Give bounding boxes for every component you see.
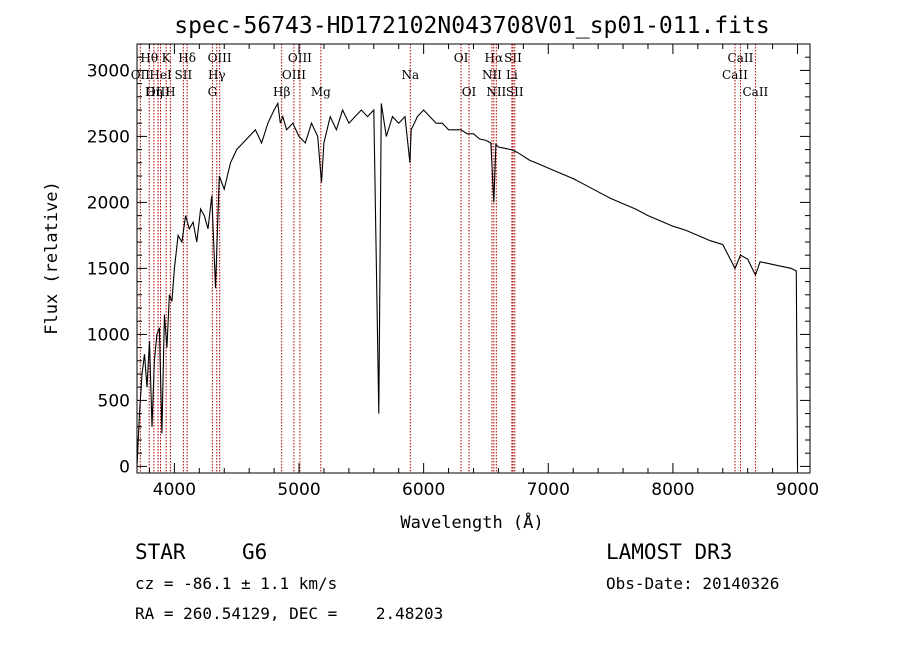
emission-line-label: G <box>208 85 218 99</box>
emission-line-label: Hγ <box>208 68 226 82</box>
emission-line-label: OIII <box>146 85 170 99</box>
emission-line-label: OIII <box>282 68 306 82</box>
x-axis-label: Wavelength (Å) <box>400 511 543 533</box>
emission-line-label: OIII <box>288 51 312 65</box>
emission-line-label: CaII <box>722 68 748 82</box>
emission-line-label: NII <box>486 85 506 99</box>
x-tick-label: 7000 <box>527 480 570 500</box>
x-tick-label: 4000 <box>153 480 196 500</box>
y-tick-label: 3000 <box>87 61 130 81</box>
emission-line-label: Hδ <box>178 51 196 65</box>
emission-line-label: Na <box>401 68 419 82</box>
emission-line-label: Mg <box>311 85 331 99</box>
spectrum-line <box>136 101 799 467</box>
y-axis-label: Flux (relative) <box>42 181 62 335</box>
y-tick-label: 2000 <box>87 193 130 213</box>
emission-line-label: Hθ <box>140 51 158 65</box>
redshift-info: cz = -86.1 ± 1.1 km/s <box>135 574 338 593</box>
object-subclass: G6 <box>242 540 268 564</box>
emission-line-label: OI <box>454 51 469 65</box>
emission-line-label: NII <box>482 68 502 82</box>
emission-line-label: SII <box>506 85 524 99</box>
chart-title: spec-56743-HD172102N043708V01_sp01-011.f… <box>174 13 769 39</box>
emission-line-label: Hα <box>485 51 504 65</box>
emission-line-label: HeI <box>149 68 172 82</box>
plot-frame <box>136 43 811 474</box>
emission-line-label: CaII <box>742 85 768 99</box>
emission-line-label: H <box>165 85 175 99</box>
emission-line-label: Hη <box>145 85 163 99</box>
x-tick-label: 5000 <box>277 480 320 500</box>
y-tick-label: 1000 <box>87 325 130 345</box>
emission-line-label: K <box>162 51 172 65</box>
y-tick-label: 0 <box>119 457 130 477</box>
emission-line-label: SII <box>175 68 193 82</box>
x-tick-label: 8000 <box>651 480 694 500</box>
y-tick-label: 2500 <box>87 127 130 147</box>
emission-line-label: SII <box>504 51 522 65</box>
emission-line-label: CaII <box>728 51 754 65</box>
emission-line-label: Li <box>506 68 518 82</box>
emission-line-label: Hβ <box>273 85 290 99</box>
emission-line-label: OIII <box>208 51 232 65</box>
emission-line-label: OII <box>131 68 151 82</box>
emission-line-label: OI <box>462 85 477 99</box>
observation-date: Obs-Date: 20140326 <box>606 574 780 593</box>
coordinates-info: RA = 260.54129, DEC = 2.48203 <box>135 604 444 623</box>
object-class: STAR <box>135 540 186 564</box>
y-tick-label: 500 <box>98 391 130 411</box>
x-tick-label: 6000 <box>402 480 445 500</box>
survey-name: LAMOST DR3 <box>606 540 733 564</box>
x-tick-label: 9000 <box>776 480 819 500</box>
y-tick-label: 1500 <box>87 259 130 279</box>
